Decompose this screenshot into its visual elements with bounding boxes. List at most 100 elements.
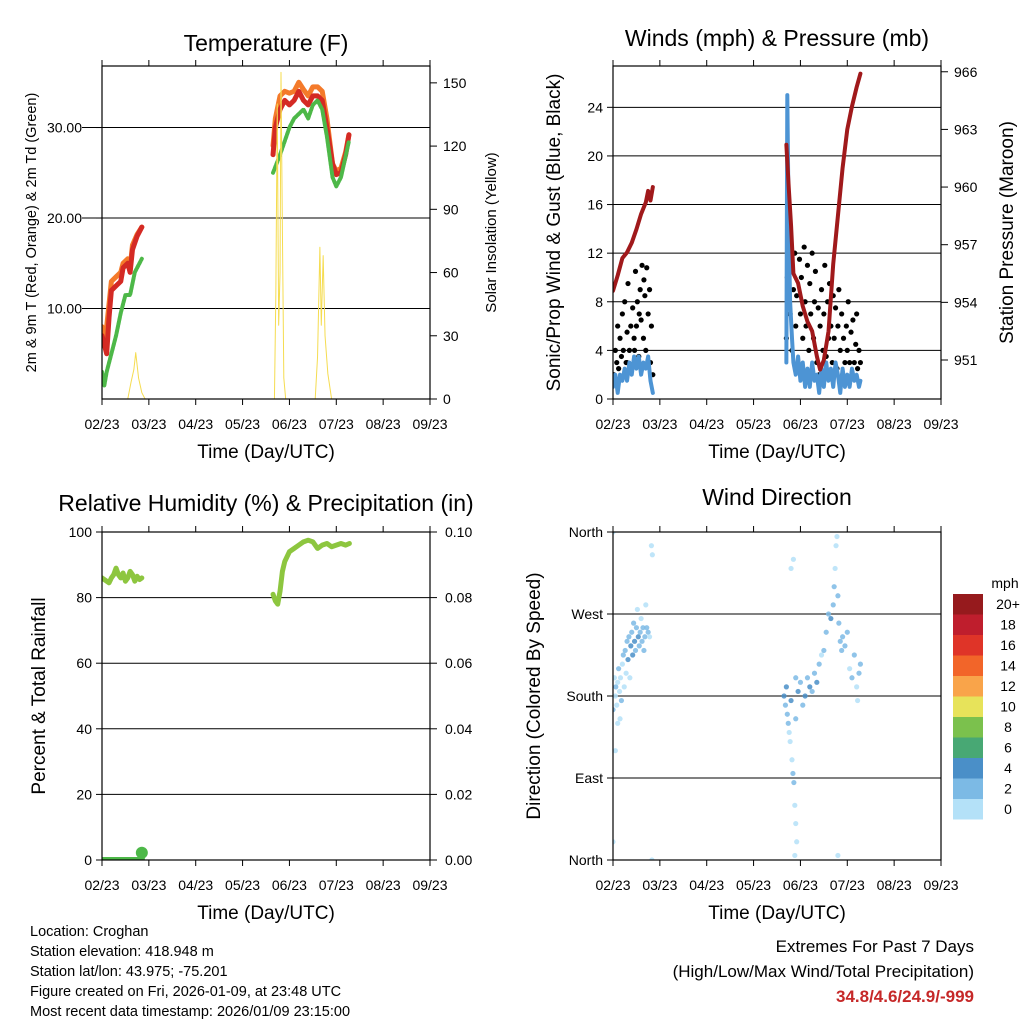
plot-frame (101, 65, 431, 400)
x-tick-label: 08/23 (366, 416, 401, 432)
x-axis-label: Time (Day/UTC) (197, 442, 335, 463)
gust-point (821, 311, 827, 317)
gust-point (839, 311, 845, 317)
legend-label: 20+ (996, 596, 1020, 612)
gust-point (845, 299, 851, 305)
y-tick-label: 20 (76, 786, 92, 802)
wind-direction-point (802, 693, 808, 699)
chart-title: Winds (mph) & Pressure (mb) (625, 25, 929, 51)
wind-direction-point (792, 802, 798, 808)
wind-direction-point (628, 643, 634, 649)
x-tick-label: 05/23 (736, 416, 771, 432)
legend-swatch (953, 696, 983, 717)
wind-direction-point (856, 670, 862, 676)
gust-point (634, 299, 640, 305)
x-tick-label: 07/23 (830, 877, 865, 893)
wind-direction-point (821, 647, 827, 654)
x-tick-label: 02/23 (595, 416, 630, 432)
gust-point (850, 317, 856, 323)
wind-direction-point (617, 675, 624, 681)
wind-direction-point (627, 675, 633, 681)
elevation-text: Station elevation: 418.948 m (30, 944, 214, 960)
gust-point (637, 287, 643, 293)
wind-direction-point (831, 584, 837, 590)
panel-2: Winds (mph) & Pressure (mb) 0 4 8 12 16 20 24 95… (544, 25, 1018, 463)
chart-title: Temperature (F) (184, 30, 349, 56)
plot-frame (612, 65, 942, 400)
gust-point (842, 359, 848, 366)
wind-direction-point (793, 716, 799, 722)
wind-direction-point (811, 670, 818, 676)
gust-point (645, 311, 651, 317)
gust-point (808, 311, 814, 317)
chart-title: Wind Direction (702, 484, 852, 510)
created-text: Figure created on Fri, 2026-01-09, at 23… (30, 984, 342, 1000)
y-axis-label: Direction (Colored By Speed) (524, 572, 545, 819)
wind-direction-point (624, 638, 630, 644)
x-tick-label: 06/23 (272, 877, 307, 893)
solar-insolation-line (273, 71, 287, 399)
wind-direction-point (619, 661, 625, 667)
gust-point (851, 359, 857, 366)
wind-direction-point (639, 638, 645, 644)
wind-direction-point (621, 684, 627, 690)
gust-point (613, 347, 618, 353)
x-tick-label: 09/23 (412, 416, 447, 432)
x-tick-label: 04/23 (689, 877, 724, 893)
wind-direction-point (641, 647, 647, 654)
wind-direction-point (830, 602, 836, 608)
legend-label: 18 (1000, 617, 1016, 633)
2m-td-line (102, 256, 144, 388)
legend-label: 2 (1004, 781, 1012, 797)
legend-label: 8 (1004, 719, 1012, 735)
chart-title: Relative Humidity (%) & Precipitation (i… (58, 490, 473, 516)
wind-direction-point (788, 697, 794, 704)
x-tick-label: 08/23 (366, 877, 401, 893)
wind-direction-point (790, 556, 797, 562)
x-tick-label: 02/23 (84, 416, 119, 432)
wind-direction-point (649, 857, 655, 860)
wind-direction-point (644, 625, 650, 631)
y-tick-label: 24 (587, 99, 603, 115)
gust-point (632, 268, 639, 274)
y2-tick-label: 963 (954, 121, 978, 137)
gust-point (633, 323, 640, 329)
wind-direction-point (823, 629, 829, 635)
gust-point (626, 347, 633, 353)
x-axis-label: Time (Day/UTC) (708, 903, 846, 924)
solar-insolation-line (314, 246, 333, 399)
y-tick-label: 0 (595, 391, 603, 407)
x-tick-label: 06/23 (783, 877, 818, 893)
legend-title: mph (991, 575, 1018, 591)
gust-point (817, 323, 823, 329)
wind-direction-point (643, 602, 649, 608)
wind-direction-point (854, 684, 860, 690)
x-tick-label: 04/23 (689, 416, 724, 432)
y2-tick-label: 0.06 (445, 655, 472, 671)
wind-direction-point (842, 643, 848, 649)
y-tick-label: 16 (587, 197, 603, 213)
y-tick-label: 0 (84, 852, 92, 868)
wind-direction-point (613, 839, 616, 845)
y2-tick-label: 957 (954, 237, 978, 253)
gust-point (617, 335, 623, 341)
wind-direction-point (631, 638, 638, 644)
x-tick-label: 07/23 (830, 416, 865, 432)
x-tick-label: 09/23 (412, 877, 447, 893)
wind-direction-point (839, 647, 845, 654)
y-tick-label: 8 (595, 294, 603, 310)
gust-point (622, 299, 628, 305)
legend-label: 12 (1000, 678, 1016, 694)
y-tick-label: 80 (76, 590, 92, 606)
wind-direction-point (840, 634, 846, 640)
wind-direction-point (791, 779, 797, 786)
gust-point (648, 323, 655, 329)
speed-legend: mph 20+ 18 16 14 12 10 8 6 4 2 0 (953, 575, 1020, 820)
rainfall-marker (135, 846, 148, 859)
wind-direction-point (632, 647, 639, 654)
gust-point (615, 323, 621, 329)
wind-direction-point (787, 738, 793, 745)
legend-swatch (953, 676, 983, 697)
x-tick-label: 04/23 (178, 877, 213, 893)
y2-tick-label: 0.00 (445, 852, 472, 868)
